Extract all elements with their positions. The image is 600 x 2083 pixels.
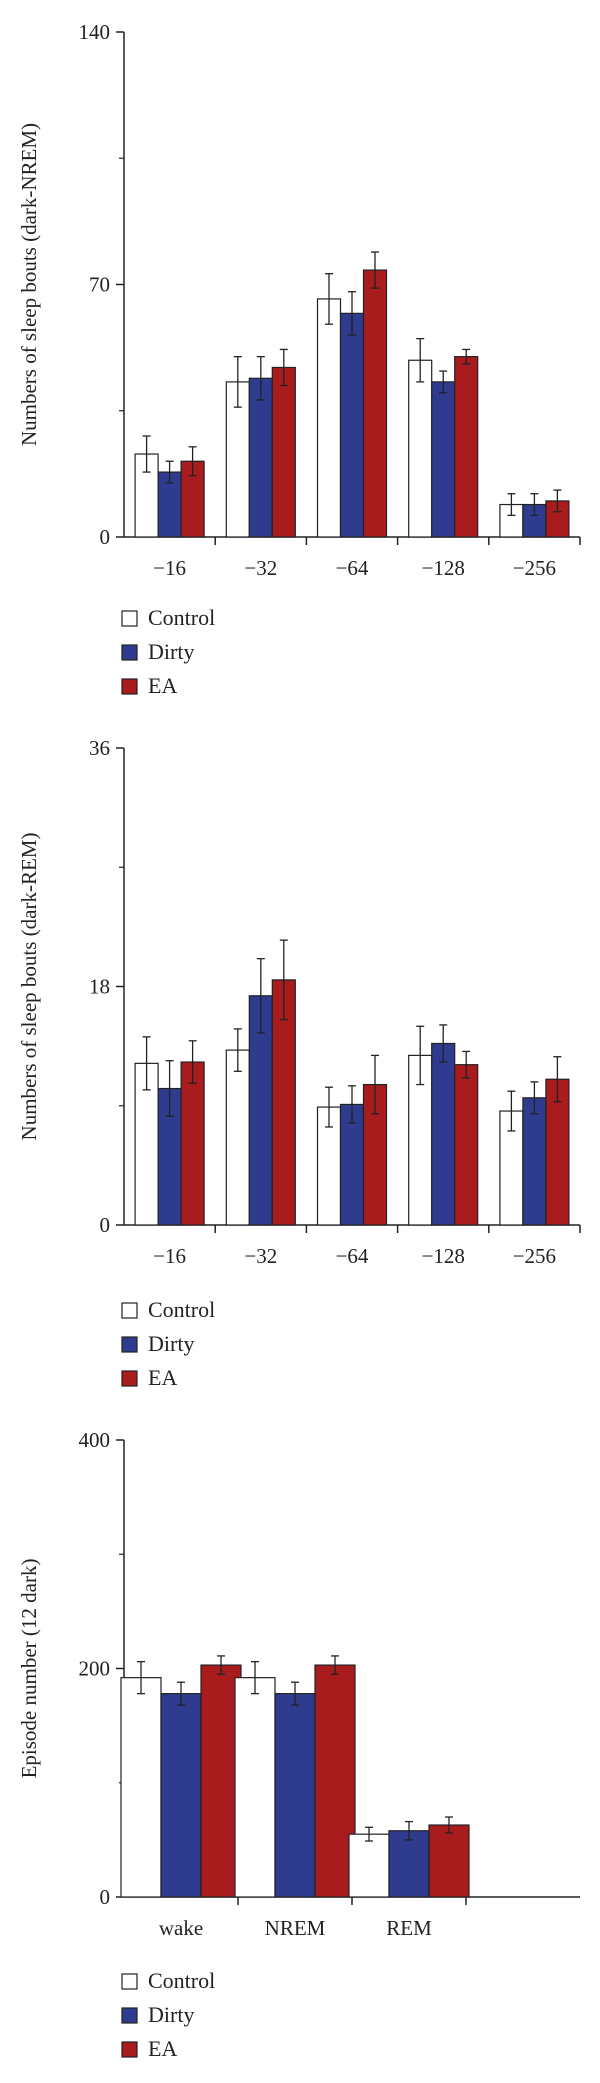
legend-swatch-dirty <box>121 2007 138 2024</box>
legend-label-dirty: Dirty <box>148 639 194 664</box>
x-tick-label: −16 <box>153 1244 186 1268</box>
x-tick-label: −128 <box>422 1244 465 1268</box>
bar-control <box>120 1677 162 1898</box>
legend-label-control: Control <box>148 1968 215 1993</box>
legend-swatch-ea <box>121 1370 138 1387</box>
legend-label-ea: EA <box>148 2036 177 2061</box>
x-tick-label: −256 <box>513 1244 556 1268</box>
bar-control <box>408 359 433 538</box>
bar-ea <box>180 1061 205 1226</box>
bar-ea <box>454 1064 479 1226</box>
legend-swatch-ea <box>121 678 138 695</box>
bar-control <box>234 1677 276 1898</box>
x-tick-label: −32 <box>244 556 277 580</box>
y-tick-label: 140 <box>79 20 111 44</box>
legend-swatch-control <box>121 1973 138 1990</box>
chart-panel-1: 0 70 140 Numbers of sleep bouts (dark-NREM)… <box>17 20 581 698</box>
bar-ea <box>314 1664 356 1898</box>
chart-panel-3: 0 200 400 Episode number (12 dark) wake NREM R… <box>17 1428 580 2061</box>
legend-label-control: Control <box>148 1297 215 1322</box>
legend-label-control: Control <box>148 605 215 630</box>
y-tick-label: 70 <box>89 273 110 297</box>
bar-dirty <box>274 1693 316 1898</box>
y-axis-label: Episode number (12 dark) <box>17 1559 41 1779</box>
bar-ea <box>200 1664 242 1898</box>
x-tick-label: −32 <box>244 1244 277 1268</box>
x-tick-label: −128 <box>422 556 465 580</box>
y-tick-label: 400 <box>79 1428 111 1452</box>
bar-dirty <box>339 312 365 538</box>
legend-swatch-control <box>121 610 138 627</box>
y-tick-label: 36 <box>89 736 110 760</box>
bar-dirty <box>431 381 456 538</box>
x-tick-label: REM <box>386 1916 432 1940</box>
bar-dirty <box>160 1693 202 1898</box>
legend-swatch-ea <box>121 2041 138 2058</box>
y-tick-label: 0 <box>100 1885 111 1909</box>
y-axis-label: Numbers of sleep bouts (dark-NREM) <box>17 123 41 446</box>
chart-panel-2: 0 18 36 Numbers of sleep bouts (dark-REM) −1… <box>17 736 581 1390</box>
legend-swatch-control <box>121 1302 138 1319</box>
x-tick-label: wake <box>159 1916 203 1940</box>
x-tick-label: −64 <box>336 1244 369 1268</box>
legend-label-dirty: Dirty <box>148 1331 194 1356</box>
bar-control <box>225 1049 250 1226</box>
bar-control <box>348 1833 390 1898</box>
x-tick-label: −64 <box>336 556 369 580</box>
bar-ea <box>362 269 388 538</box>
bar-ea <box>454 356 479 538</box>
legend-label-dirty: Dirty <box>148 2002 194 2027</box>
x-tick-label: NREM <box>265 1916 326 1940</box>
y-tick-label: 0 <box>100 1213 111 1237</box>
bar-dirty <box>522 1097 547 1226</box>
legend-label-ea: EA <box>148 673 177 698</box>
legend-label-ea: EA <box>148 1365 177 1390</box>
y-tick-label: 200 <box>79 1657 111 1681</box>
legend-swatch-dirty <box>121 644 138 661</box>
y-tick-label: 18 <box>89 975 110 999</box>
x-tick-label: −16 <box>153 556 186 580</box>
legend-swatch-dirty <box>121 1336 138 1353</box>
bar-ea <box>428 1824 470 1898</box>
bar-dirty <box>248 377 273 538</box>
bar-control <box>316 298 342 538</box>
bar-ea <box>271 366 296 538</box>
y-axis-label: Numbers of sleep bouts (dark-REM) <box>17 833 41 1141</box>
bar-dirty <box>431 1042 456 1226</box>
x-tick-label: −256 <box>513 556 556 580</box>
bar-dirty <box>388 1830 430 1898</box>
y-tick-label: 0 <box>100 525 111 549</box>
